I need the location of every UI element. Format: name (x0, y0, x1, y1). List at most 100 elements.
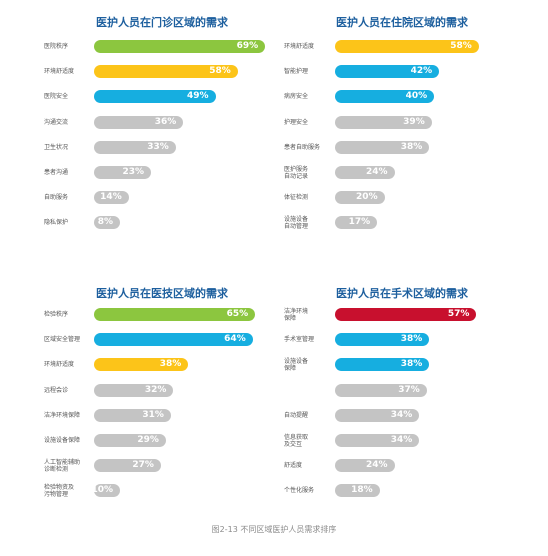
chart-title: 医护人员在门诊区域的需求 (96, 16, 228, 29)
data-label: 23% (122, 167, 145, 177)
category-label: 信息获取 及交互 (284, 433, 309, 448)
category-label: 医院安全 (44, 93, 69, 101)
bar: 33% (94, 140, 176, 154)
data-label: 34% (390, 435, 413, 445)
category-label: 医护服务 自动记录 (284, 165, 309, 180)
data-label: 38% (400, 359, 423, 370)
bar: 49% (94, 90, 216, 104)
category-label: 环境舒适度 (284, 43, 315, 50)
chart-title: 医护人员在手术区域的需求 (336, 287, 468, 300)
bar: 20% (335, 191, 385, 205)
bar: 38% (335, 140, 430, 154)
bar: 24% (335, 459, 395, 473)
bar: 42% (335, 65, 440, 79)
category-label: 患者沟通 (44, 169, 69, 176)
category-label: 区域安全管理 (44, 336, 81, 344)
data-label: 29% (137, 435, 159, 445)
data-label: 57% (447, 309, 470, 319)
bar: 65% (94, 308, 256, 321)
category-label: 设施设备保障 (44, 437, 81, 444)
bar: 36% (94, 115, 184, 129)
data-label: 14% (100, 192, 122, 203)
category-label: 人工智能辅助 诊断检测 (44, 458, 81, 473)
bar: 32% (94, 383, 174, 397)
data-label: 33% (147, 141, 169, 152)
data-label: 34% (390, 409, 413, 420)
data-label: 38% (159, 359, 182, 370)
bar: 64% (94, 333, 253, 347)
bar: 34% (335, 434, 420, 447)
data-label: 69% (236, 41, 259, 51)
data-label: 39% (403, 116, 425, 127)
data-label: 20% (356, 192, 378, 203)
data-label: 40% (405, 91, 428, 102)
bar: 24% (335, 166, 395, 179)
category-label: 隐私保护 (44, 219, 69, 227)
category-label: 护理安全 (284, 118, 309, 126)
category-label: 环境舒适度 (44, 68, 75, 76)
category-label: 个性化服务 (284, 487, 315, 495)
data-label: 64% (224, 334, 246, 345)
data-label: 31% (142, 409, 164, 420)
bar: 14% (94, 191, 129, 205)
bar: 69% (94, 40, 266, 53)
chart-title: 医护人员在医技区域的需求 (96, 287, 228, 300)
data-label: 32% (144, 384, 167, 395)
bar: 37% (335, 383, 427, 397)
category-label: 设施设备 保障 (284, 357, 309, 372)
category-label: 洁净环境 保障 (284, 307, 309, 322)
category-label: 设施设备 自动管理 (284, 215, 309, 230)
bar: 27% (94, 459, 161, 473)
bar: 23% (94, 166, 152, 179)
data-label: 24% (365, 167, 388, 177)
category-label: 体征检测 (284, 194, 309, 202)
bar: 57% (335, 308, 477, 321)
category-label: 手术室管理 (284, 336, 315, 344)
category-label: 检验物资及 污物管理 (44, 483, 75, 498)
data-label: 18% (351, 485, 373, 496)
data-label: 24% (365, 460, 388, 471)
data-label: 8% (97, 217, 113, 228)
data-label: 65% (226, 309, 249, 319)
category-label: 舒适度 (284, 462, 303, 470)
bar: 34% (335, 408, 420, 422)
category-label: 病房安全 (284, 93, 309, 101)
data-label: 27% (132, 460, 154, 471)
bar: 8% (94, 216, 120, 230)
bar: 38% (335, 333, 430, 347)
bar: 58% (94, 65, 238, 79)
bar: 38% (335, 358, 430, 372)
category-label: 环境舒适度 (44, 361, 75, 369)
category-label: 检验秩序 (44, 311, 69, 318)
bar: 29% (94, 434, 166, 447)
bar: 17% (335, 216, 378, 230)
category-label: 自助服务 (44, 194, 69, 202)
category-label: 医院秩序 (44, 43, 69, 50)
bar: 18% (335, 484, 380, 498)
figure-caption: 图2-13 不同区域医护人员需求排序 (211, 525, 337, 534)
category-label: 远程会诊 (44, 386, 69, 394)
category-label: 患者自助服务 (284, 143, 321, 151)
bar: 10% (91, 484, 120, 498)
category-label: 自动提醒 (284, 411, 309, 419)
data-label: 36% (154, 116, 177, 127)
category-label: 智能护理 (284, 68, 309, 76)
category-label: 沟通交流 (44, 118, 69, 126)
data-label: 17% (348, 217, 371, 228)
chart-title: 医护人员在住院区域的需求 (336, 16, 468, 29)
bar: 31% (94, 408, 171, 422)
category-label: 洁净环境保障 (44, 411, 81, 419)
bar: 38% (94, 358, 189, 372)
data-label: 58% (450, 41, 472, 51)
data-label: 58% (209, 66, 231, 77)
bar: 40% (335, 90, 435, 104)
data-label: 38% (400, 334, 423, 345)
category-label: 卫生状况 (44, 143, 69, 151)
bar: 39% (335, 115, 432, 129)
data-label: 42% (410, 66, 433, 77)
bar: 58% (335, 40, 479, 53)
data-label: 37% (398, 384, 420, 395)
data-label: 38% (400, 141, 423, 152)
data-label: 10% (91, 485, 113, 496)
